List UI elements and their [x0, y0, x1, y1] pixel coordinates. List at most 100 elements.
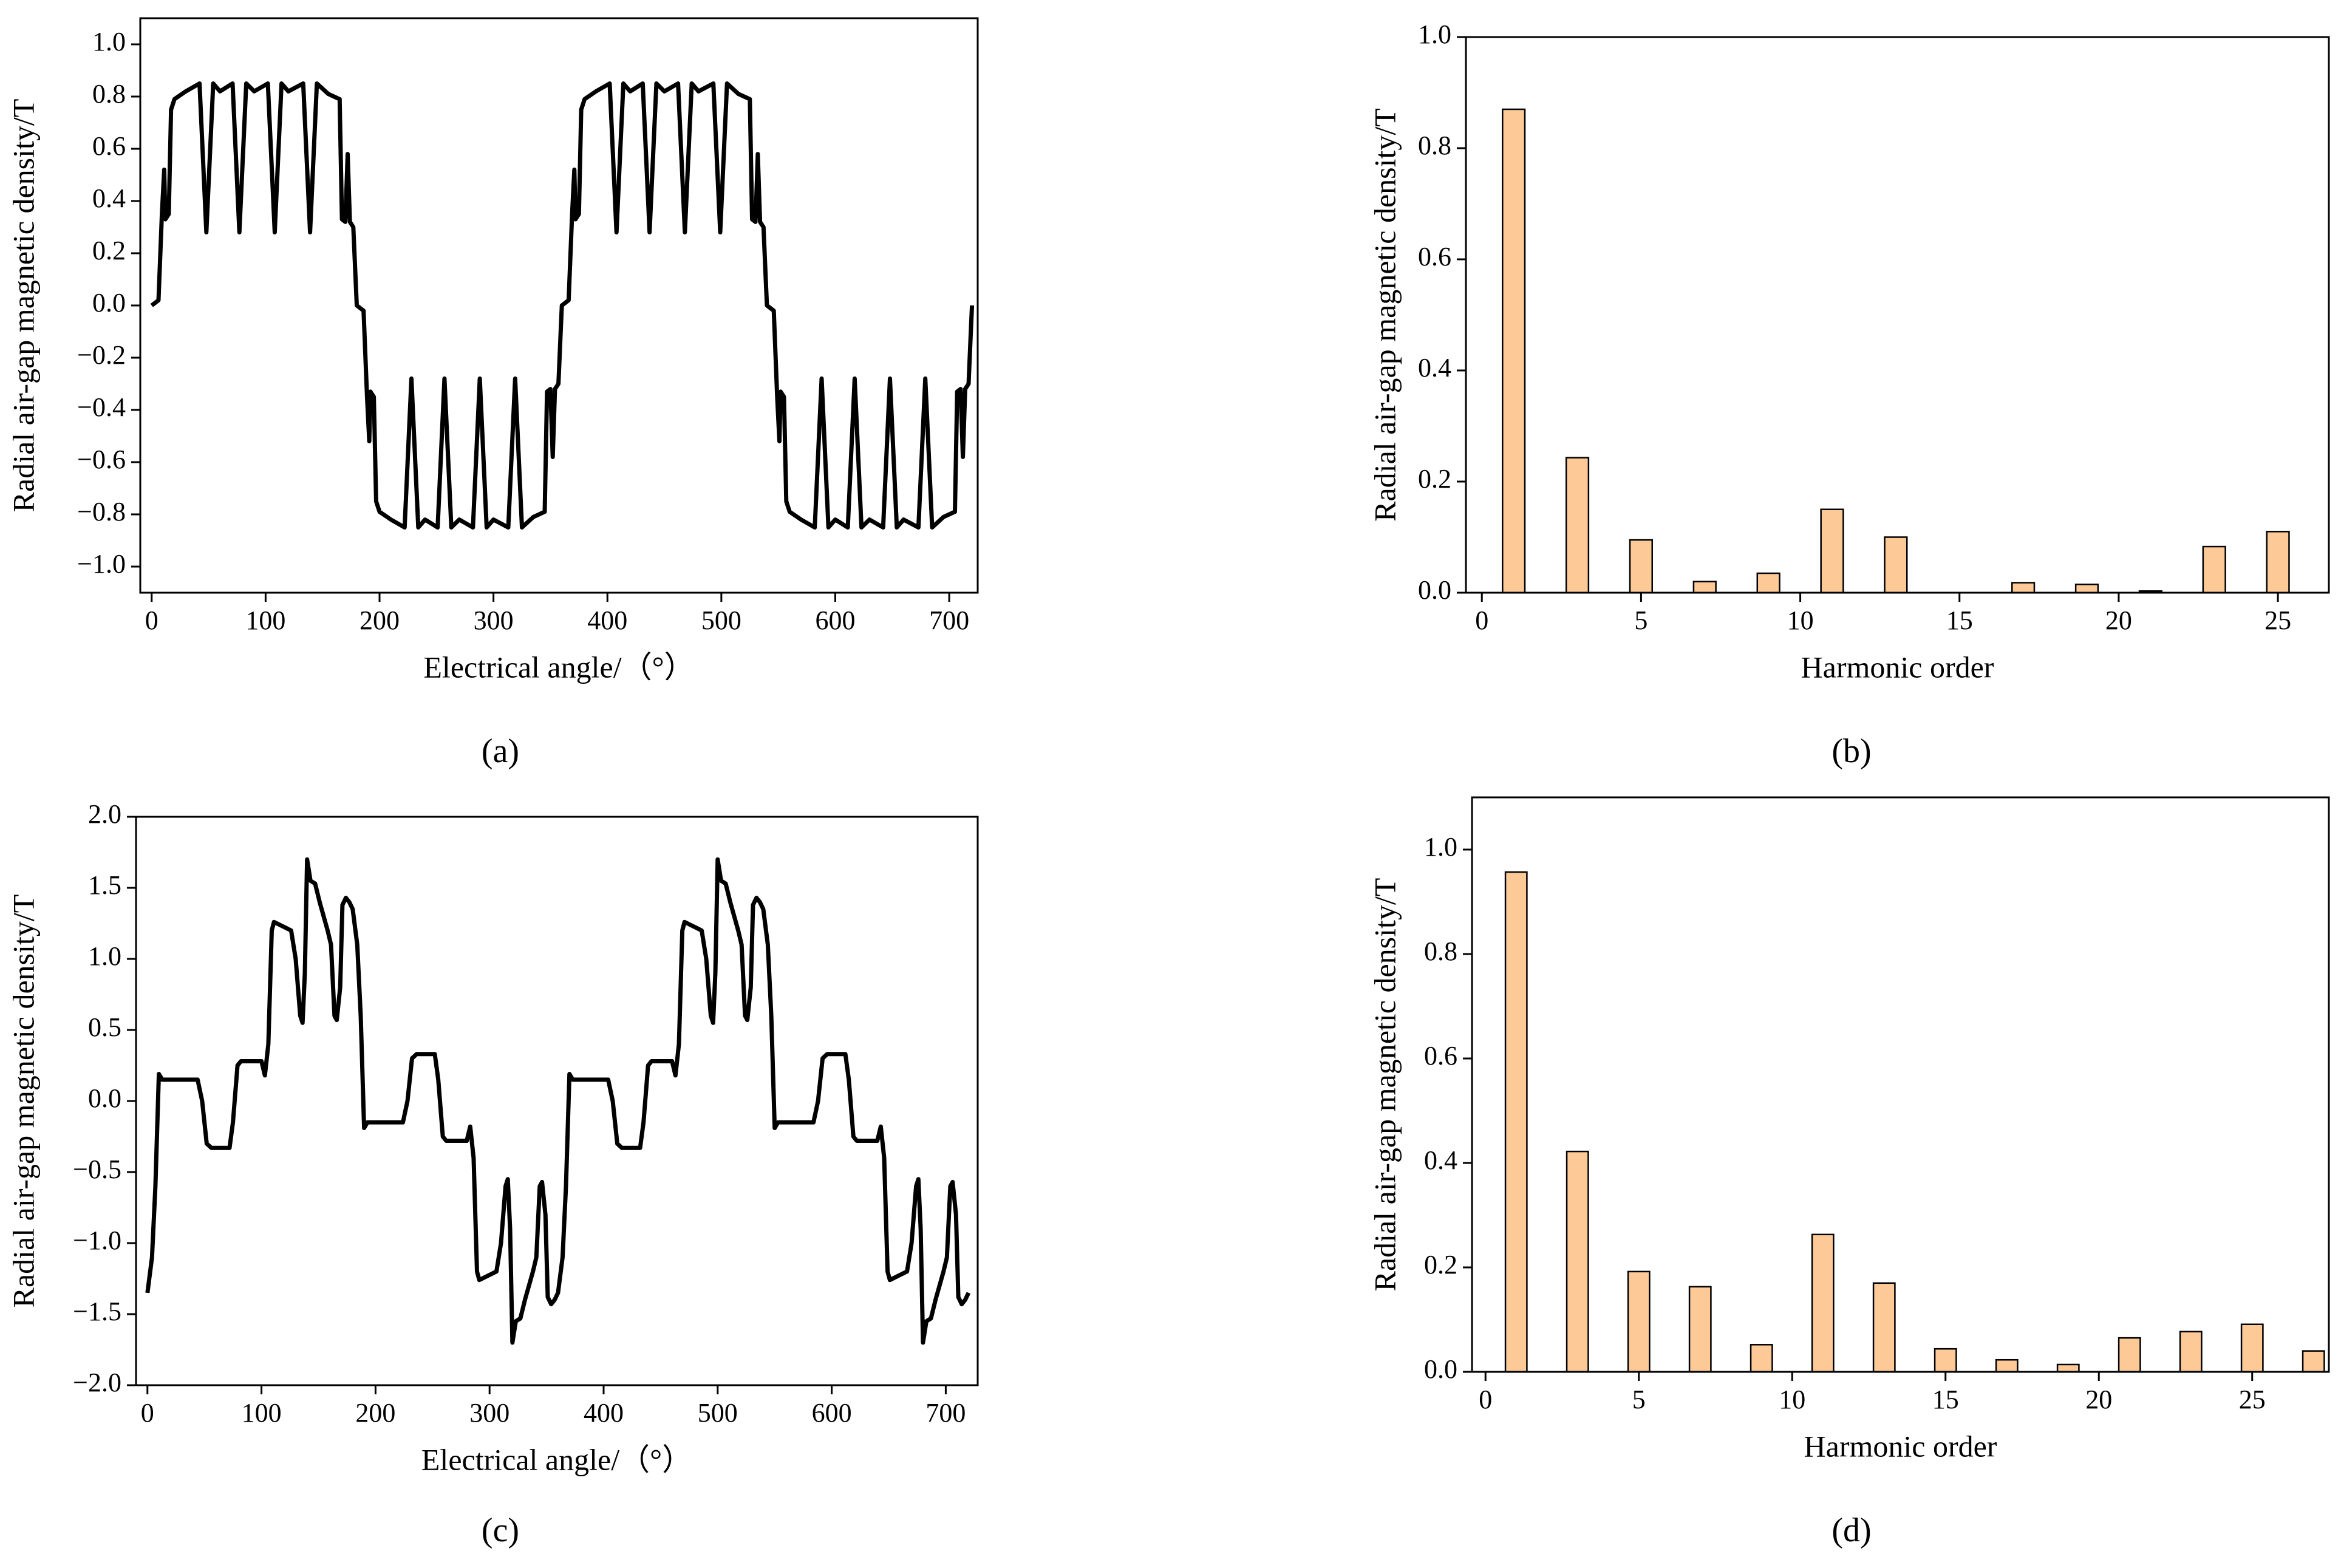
x-tick-label: 400: [587, 605, 627, 635]
bar: [1692, 581, 1717, 594]
y-tick-label: 1.5: [88, 870, 121, 900]
x-tick-label: 100: [242, 1398, 282, 1428]
x-tick-label: 10: [1779, 1385, 1805, 1414]
bar: [1750, 1344, 1773, 1373]
y-tick-label: −0.4: [77, 392, 126, 422]
bar: [1934, 1348, 1957, 1373]
y-tick-label: 0.0: [88, 1083, 121, 1113]
x-tick-label: 500: [698, 1398, 738, 1428]
panel-label: (d): [1832, 1512, 1871, 1549]
y-tick-label: −2.0: [73, 1368, 121, 1397]
y-tick-label: 0.5: [88, 1012, 121, 1042]
y-tick-label: 2.0: [88, 799, 121, 829]
x-tick-label: 400: [584, 1398, 624, 1428]
x-axis-label: Harmonic order: [1804, 1429, 1997, 1463]
y-tick-label: −1.5: [73, 1297, 121, 1326]
x-axis-label: Electrical angle/（°）: [421, 1442, 692, 1476]
y-tick-label: 0.8: [92, 79, 126, 109]
x-tick-label: 500: [701, 605, 741, 635]
x-tick-label: 15: [1946, 605, 1973, 635]
x-tick-label: 0: [1479, 1385, 1492, 1414]
bar: [2056, 1363, 2080, 1373]
y-axis-label: Radial air-gap magnetic density/T: [6, 895, 40, 1308]
x-tick-label: 20: [2105, 605, 2132, 635]
plot-frame: [135, 816, 979, 1386]
bar: [2074, 584, 2099, 594]
y-tick-label: 0.4: [1418, 353, 1451, 383]
y-tick-label: −1.0: [73, 1225, 121, 1255]
waveform: [145, 857, 971, 1345]
bar: [1565, 457, 1590, 594]
bar: [1566, 1150, 1589, 1373]
y-tick-label: −1.0: [77, 549, 126, 579]
x-tick-label: 15: [1932, 1385, 1959, 1414]
bar: [1820, 508, 1844, 594]
x-tick-label: 0: [145, 605, 158, 635]
y-axis-label: Radial air-gap magnetic density/T: [1368, 878, 1402, 1292]
y-tick-label: 0.2: [1424, 1250, 1457, 1280]
bar: [1688, 1286, 1712, 1373]
y-tick-label: 0.6: [1418, 242, 1451, 271]
bar: [2118, 1337, 2141, 1373]
panel-label: (a): [482, 732, 519, 770]
y-tick-label: 1.0: [1418, 19, 1451, 49]
bar: [1995, 1358, 2019, 1373]
y-tick-label: −0.5: [73, 1154, 121, 1184]
y-axis-label: Radial air-gap magnetic density/T: [6, 99, 40, 513]
bar: [1884, 536, 1908, 594]
x-tick-label: 100: [245, 605, 285, 635]
plot-frame: [1471, 796, 2330, 1373]
bar: [1502, 108, 1526, 594]
x-tick-label: 600: [815, 605, 855, 635]
y-tick-label: 1.0: [1424, 832, 1457, 862]
x-tick-label: 10: [1787, 605, 1814, 635]
y-tick-label: 1.0: [92, 27, 126, 56]
y-tick-label: 0.0: [92, 288, 126, 318]
bar: [1629, 539, 1653, 594]
panel: 0 5 10 15 20 25 0.0 0.2 0.4 0.6 0.8 1.0 Harmonic ord…: [1368, 19, 2330, 770]
panel: 0 100 200 300 400 500 600 700 −1.0 −0.8 −0.6 −0.4 −0…: [6, 17, 979, 770]
bar: [1504, 871, 1528, 1373]
x-tick-label: 25: [2239, 1385, 2266, 1414]
y-tick-label: 0.8: [1424, 936, 1457, 966]
bar: [2266, 531, 2290, 594]
waveform: [150, 81, 975, 530]
y-tick-label: −0.6: [77, 445, 126, 474]
x-tick-label: 20: [2085, 1385, 2112, 1414]
y-tick-label: 0.8: [1418, 131, 1451, 160]
x-tick-label: 700: [929, 605, 969, 635]
y-tick-label: 0.6: [92, 131, 126, 161]
bar: [1811, 1233, 1835, 1373]
x-axis-label: Electrical angle/（°）: [423, 650, 694, 684]
y-tick-label: 0.2: [92, 236, 126, 265]
bar: [2011, 582, 2036, 594]
x-tick-label: 200: [355, 1398, 395, 1428]
x-tick-label: 0: [1475, 605, 1488, 635]
x-tick-label: 5: [1632, 1385, 1646, 1414]
y-tick-label: 0.0: [1418, 575, 1451, 605]
panel: 0 100 200 300 400 500 600 700 −2.0 −1.5 −1.0 −0.5 0.…: [6, 799, 979, 1549]
bar: [2202, 545, 2226, 594]
y-tick-label: −0.8: [77, 497, 126, 527]
x-tick-label: 300: [469, 1398, 509, 1428]
y-tick-label: 0.2: [1418, 464, 1451, 494]
y-tick-label: 1.0: [88, 941, 121, 971]
x-axis-label: Harmonic order: [1801, 650, 1994, 684]
y-tick-label: 0.6: [1424, 1041, 1457, 1071]
y-tick-label: −0.2: [77, 340, 126, 370]
bar: [1627, 1270, 1651, 1373]
bar: [2179, 1331, 2203, 1373]
y-tick-label: 0.0: [1424, 1354, 1457, 1384]
bar: [1872, 1282, 1896, 1373]
panel-label: (b): [1832, 732, 1871, 770]
x-tick-label: 300: [474, 605, 514, 635]
y-tick-label: 0.4: [92, 183, 126, 213]
bar: [1756, 572, 1780, 594]
x-tick-label: 700: [925, 1398, 966, 1428]
bar: [2302, 1350, 2325, 1373]
panel: 0 5 10 15 20 25 0.0 0.2 0.4 0.6 0.8 1.0 Harmonic ord…: [1368, 796, 2330, 1549]
plot-frame: [139, 17, 979, 594]
x-tick-label: 600: [812, 1398, 852, 1428]
y-axis-label: Radial air-gap magnetic density/T: [1368, 108, 1402, 522]
